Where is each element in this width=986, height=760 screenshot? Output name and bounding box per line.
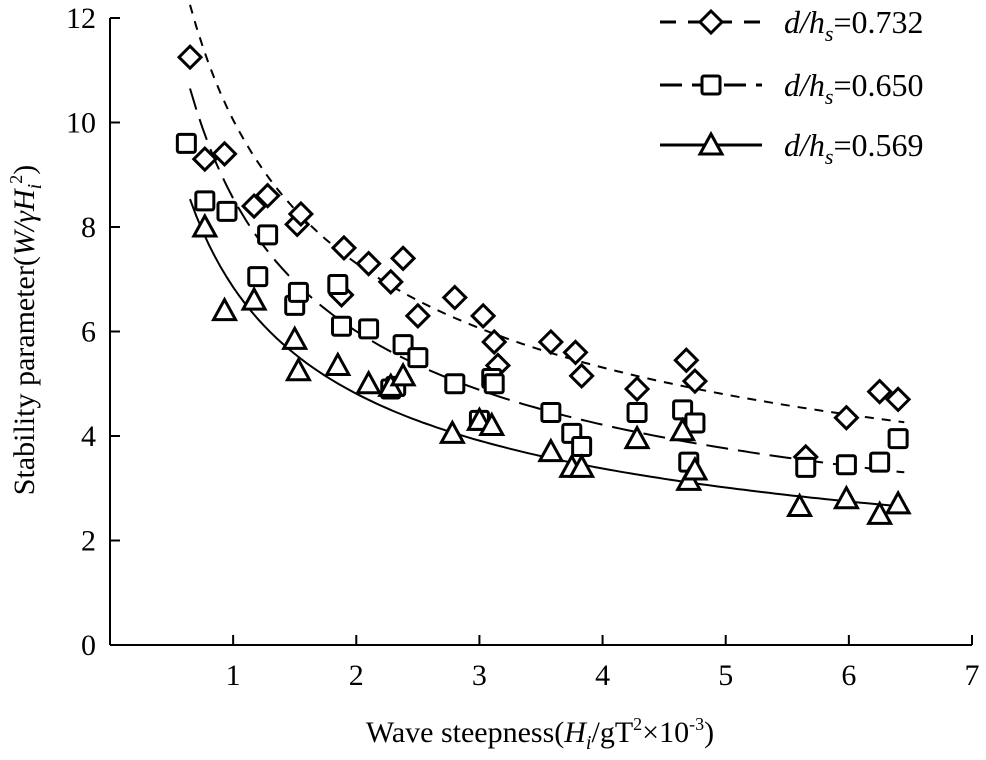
data-point-triangle bbox=[438, 419, 466, 444]
data-point-square bbox=[887, 428, 909, 450]
data-point-triangle bbox=[240, 286, 268, 311]
legend-marker-diamond bbox=[697, 8, 725, 36]
data-point-square bbox=[194, 190, 216, 212]
x-axis-title: Wave steepness(Hi/gT2×10-3) bbox=[366, 714, 714, 754]
data-point-triangle bbox=[623, 424, 651, 450]
data-point-square bbox=[407, 347, 429, 369]
data-point-square bbox=[571, 435, 593, 457]
data-point-square bbox=[287, 281, 309, 303]
y-tick-label: 6 bbox=[81, 316, 96, 349]
data-point-square bbox=[392, 334, 414, 356]
data-point-diamond bbox=[176, 44, 204, 71]
data-point-diamond bbox=[377, 268, 404, 295]
data-point-triangle bbox=[681, 455, 709, 481]
y-axis-title: Stability parameter(W/γHi2) bbox=[6, 165, 46, 495]
data-point-diamond bbox=[562, 339, 589, 366]
y-ticks: 0 2 4 6 8 10 12 bbox=[66, 2, 120, 662]
data-points bbox=[175, 44, 912, 525]
data-point-triangle bbox=[355, 369, 383, 395]
x-ticks: 1 2 3 4 5 6 7 bbox=[226, 635, 980, 692]
data-point-diamond bbox=[211, 140, 238, 167]
y-tick-label: 10 bbox=[66, 107, 96, 140]
data-point-triangle bbox=[568, 453, 596, 478]
data-point-diamond bbox=[470, 302, 497, 329]
legend-label-diamond: d/hs=0.732 bbox=[784, 4, 924, 46]
x-tick-label: 2 bbox=[349, 659, 364, 692]
data-point-square bbox=[216, 200, 238, 222]
data-point-triangle bbox=[669, 416, 697, 442]
x-tick-label: 4 bbox=[595, 659, 610, 692]
data-point-triangle bbox=[210, 296, 239, 322]
data-point-diamond bbox=[866, 378, 893, 405]
legend-marker-triangle bbox=[697, 130, 725, 156]
data-point-triangle bbox=[537, 437, 565, 463]
data-point-square bbox=[358, 318, 380, 340]
data-point-diamond bbox=[355, 250, 382, 277]
data-point-diamond bbox=[673, 347, 700, 374]
data-point-diamond bbox=[481, 328, 508, 356]
data-point-square bbox=[540, 401, 562, 423]
data-point-diamond bbox=[537, 328, 564, 356]
data-point-triangle bbox=[191, 212, 219, 238]
data-point-diamond bbox=[404, 302, 431, 329]
x-tick-label: 1 bbox=[226, 659, 241, 692]
data-point-diamond bbox=[884, 386, 912, 413]
data-point-triangle bbox=[389, 361, 417, 387]
data-point-diamond bbox=[441, 284, 468, 311]
data-point-diamond bbox=[191, 145, 218, 173]
y-tick-label: 0 bbox=[81, 629, 96, 662]
data-point-diamond bbox=[623, 375, 651, 403]
data-point-diamond bbox=[389, 245, 417, 272]
data-point-square bbox=[795, 456, 817, 478]
data-point-square bbox=[444, 373, 466, 395]
data-point-diamond bbox=[254, 182, 281, 209]
data-point-square bbox=[869, 451, 891, 473]
data-point-diamond bbox=[330, 234, 358, 262]
data-point-square bbox=[257, 224, 279, 246]
data-point-diamond bbox=[681, 368, 709, 395]
data-point-triangle bbox=[324, 351, 352, 376]
data-point-triangle bbox=[786, 492, 814, 518]
y-tick-label: 12 bbox=[66, 2, 96, 35]
data-point-square bbox=[626, 401, 648, 423]
data-point-triangle bbox=[478, 411, 506, 437]
data-point-diamond bbox=[833, 404, 860, 431]
data-point-square bbox=[247, 266, 269, 288]
data-point-square bbox=[327, 273, 349, 295]
x-tick-label: 5 bbox=[718, 659, 733, 692]
data-point-triangle bbox=[884, 489, 912, 515]
y-tick-label: 8 bbox=[81, 211, 96, 244]
fit-line-square bbox=[189, 88, 905, 474]
legend-marker-square bbox=[700, 74, 722, 96]
data-point-triangle bbox=[866, 500, 894, 525]
x-tick-label: 6 bbox=[841, 659, 856, 692]
data-point-square bbox=[483, 373, 505, 395]
y-tick-label: 2 bbox=[81, 525, 96, 558]
data-point-square bbox=[331, 315, 353, 337]
x-tick-label: 3 bbox=[472, 659, 487, 692]
data-point-diamond bbox=[568, 362, 595, 390]
legend: d/hs=0.732 d/hs=0.650 d/hs=0.569 bbox=[660, 4, 924, 169]
y-tick-label: 4 bbox=[81, 420, 96, 453]
x-tick-label: 7 bbox=[965, 659, 980, 692]
legend-label-square: d/hs=0.650 bbox=[784, 67, 924, 109]
data-point-square bbox=[835, 454, 857, 476]
data-point-diamond bbox=[287, 200, 314, 228]
data-point-triangle bbox=[832, 484, 860, 510]
data-point-triangle bbox=[281, 325, 309, 350]
legend-label-triangle: d/hs=0.569 bbox=[784, 127, 924, 169]
data-point-square bbox=[175, 132, 197, 154]
data-point-triangle bbox=[284, 356, 312, 382]
fit-line-diamond bbox=[189, 4, 905, 424]
